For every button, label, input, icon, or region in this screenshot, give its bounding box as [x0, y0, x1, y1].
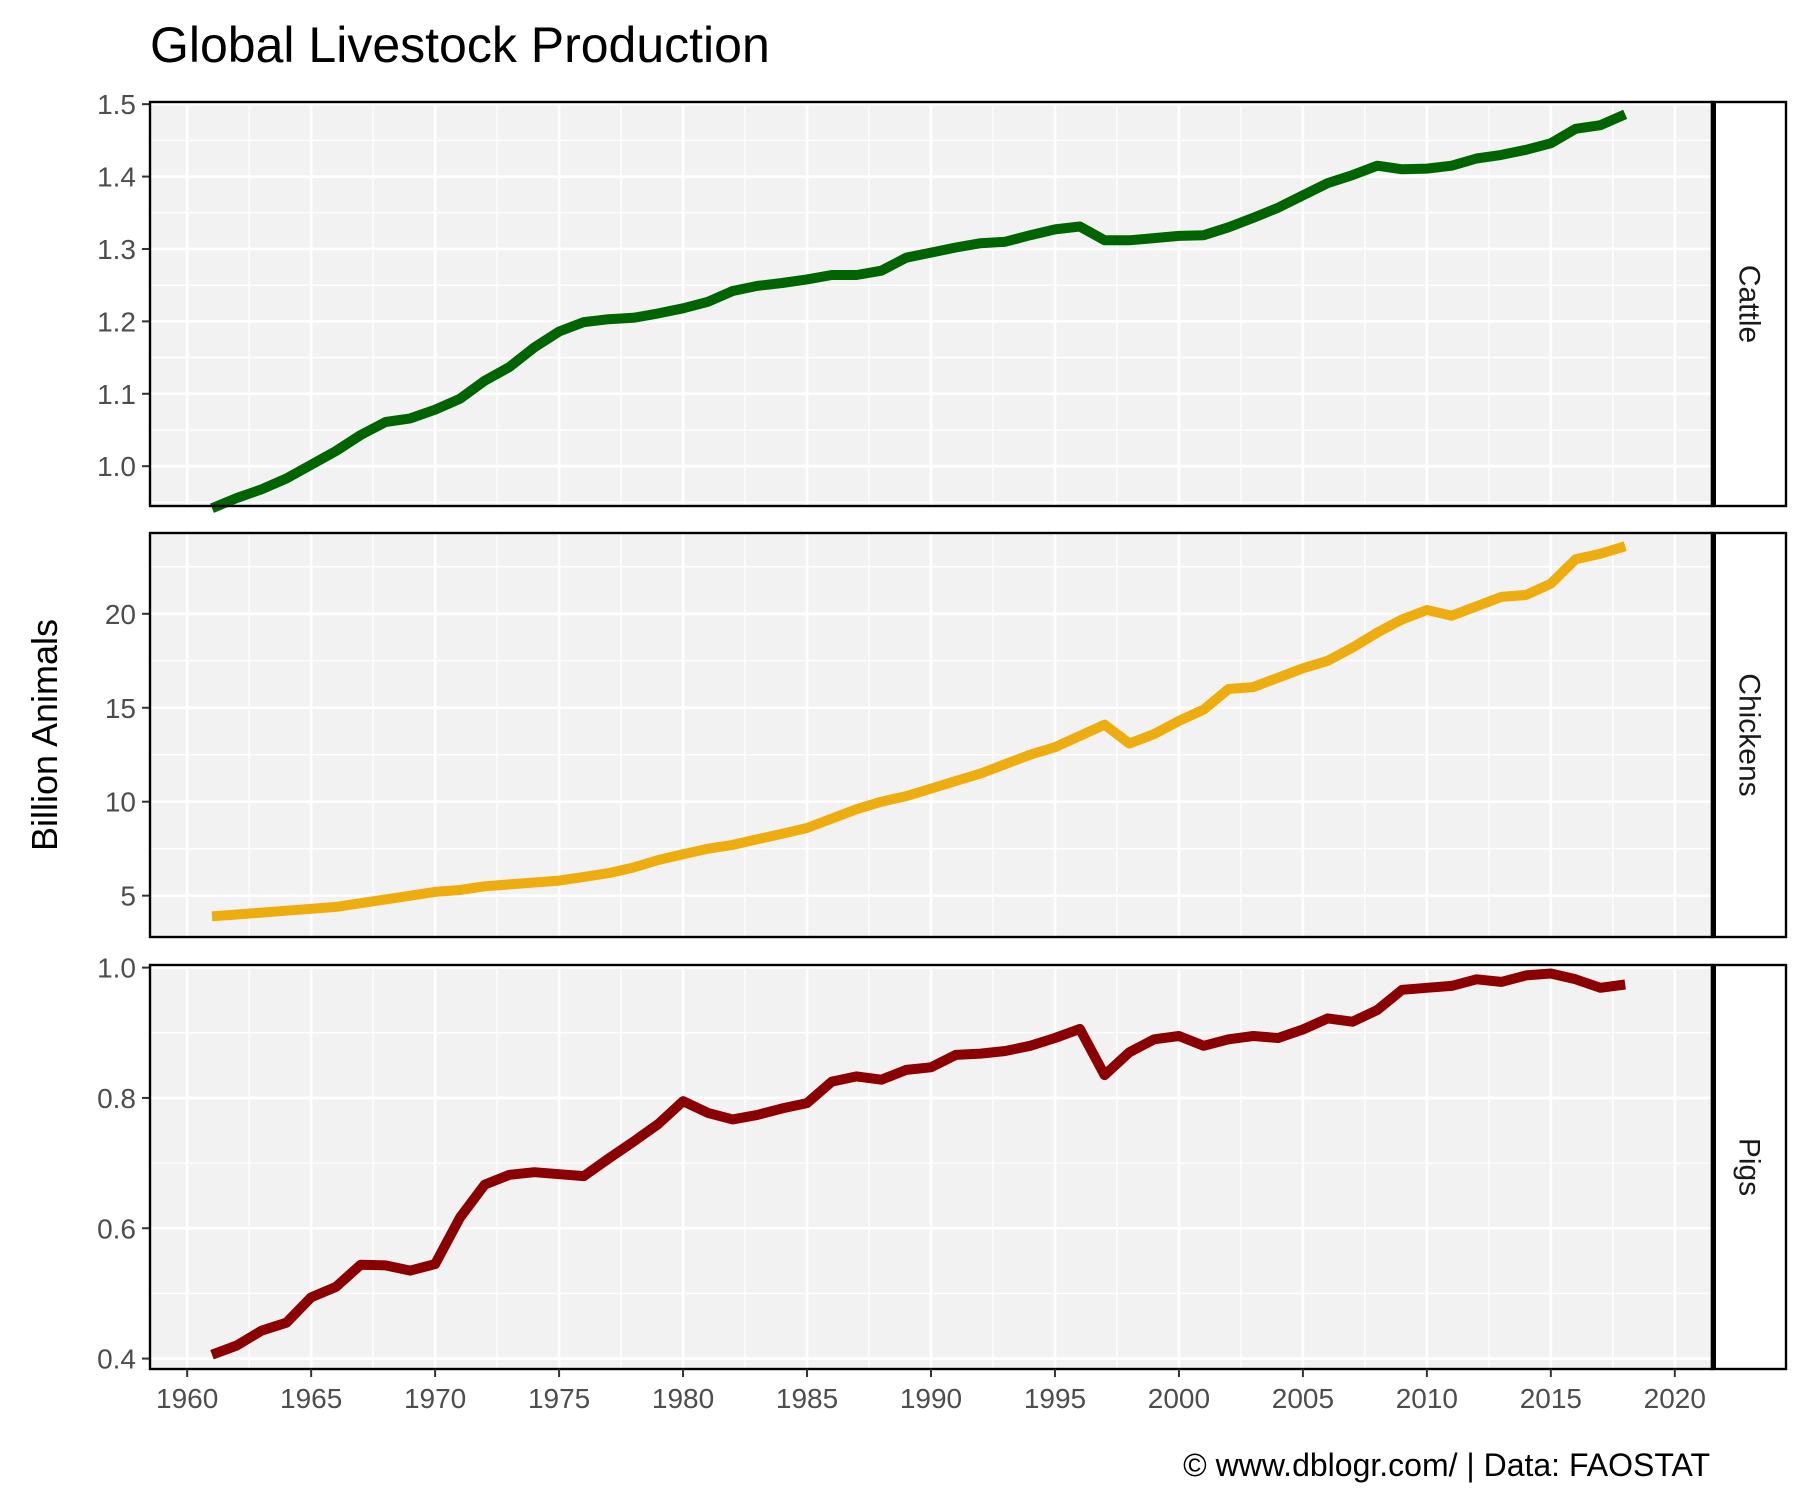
y-tick-label: 20 — [105, 599, 136, 630]
x-tick-label: 2010 — [1396, 1383, 1458, 1414]
facet-strip-label: Cattle — [1733, 265, 1766, 343]
x-tick-label: 2000 — [1148, 1383, 1210, 1414]
y-tick-label: 1.3 — [97, 234, 136, 265]
y-tick-label: 10 — [105, 787, 136, 818]
series-line-chickens — [211, 541, 1627, 922]
y-tick-label: 15 — [105, 693, 136, 724]
x-tick-label: 1970 — [404, 1383, 466, 1414]
y-tick-label: 0.4 — [97, 1344, 136, 1375]
x-tick-label: 2015 — [1520, 1383, 1582, 1414]
x-tick-label: 2005 — [1272, 1383, 1334, 1414]
y-tick-label: 1.5 — [97, 89, 136, 120]
x-tick-label: 2020 — [1644, 1383, 1706, 1414]
x-tick-label: 1990 — [900, 1383, 962, 1414]
series-line-cattle — [210, 109, 1628, 513]
facet-panel-pigs: 0.4 0.6 0.8 1.0 Pigs — [97, 953, 1788, 1375]
facet-panels: 1.0 1.1 1.2 1.3 1.4 1.5 Cattle 5 10 15 20 Chickens 0… — [97, 89, 1788, 1375]
facet-strip — [1710, 531, 1788, 939]
y-tick-label: 1.0 — [97, 953, 136, 984]
facet-strip-label: Pigs — [1733, 1138, 1766, 1196]
y-tick-label: 0.6 — [97, 1213, 136, 1244]
y-tick-label: 1.1 — [97, 379, 136, 410]
y-tick-label: 5 — [120, 881, 136, 912]
facet-panel-chickens: 5 10 15 20 Chickens — [105, 531, 1788, 939]
x-axis: 1960 1965 1970 1975 1980 1985 1990 1995 2000 2005… — [156, 1369, 1706, 1414]
x-tick-label: 1980 — [652, 1383, 714, 1414]
y-tick-label: 1.4 — [97, 162, 136, 193]
series-line-pigs — [210, 968, 1626, 1360]
facet-strip — [1710, 963, 1788, 1371]
chart-title: Global Livestock Production — [150, 17, 770, 73]
x-tick-label: 1975 — [528, 1383, 590, 1414]
y-tick-label: 1.0 — [97, 451, 136, 482]
chart-caption: © www.dblogr.com/ | Data: FAOSTAT — [1183, 1447, 1710, 1483]
x-tick-label: 1960 — [156, 1383, 218, 1414]
y-axis-title: Billion Animals — [24, 619, 65, 851]
facet-panel-cattle: 1.0 1.1 1.2 1.3 1.4 1.5 Cattle — [97, 89, 1788, 513]
facet-strip-label: Chickens — [1733, 673, 1766, 796]
facet-strip — [1710, 100, 1788, 508]
y-tick-label: 0.8 — [97, 1083, 136, 1114]
x-tick-label: 1985 — [776, 1383, 838, 1414]
x-tick-label: 1995 — [1024, 1383, 1086, 1414]
x-tick-label: 1965 — [280, 1383, 342, 1414]
y-tick-label: 1.2 — [97, 306, 136, 337]
